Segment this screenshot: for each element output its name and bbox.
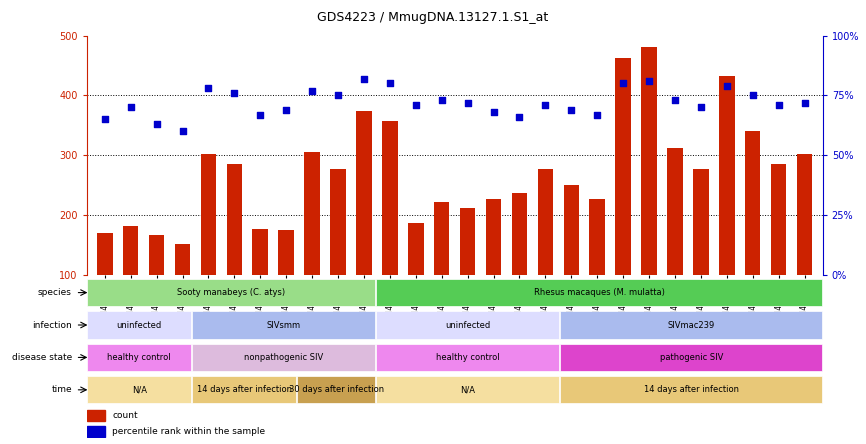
Bar	[123, 226, 139, 335]
Bar	[87, 376, 191, 404]
Text: GDS4223 / MmugDNA.13127.1.S1_at: GDS4223 / MmugDNA.13127.1.S1_at	[317, 11, 549, 24]
Bar	[719, 75, 734, 335]
Bar	[560, 311, 822, 339]
Text: nonpathogenic SIV: nonpathogenic SIV	[244, 353, 323, 362]
Bar	[97, 234, 113, 335]
Bar	[560, 344, 822, 371]
Point	[383, 80, 397, 87]
Bar	[377, 344, 559, 371]
Point	[565, 106, 578, 113]
Point	[409, 102, 423, 109]
Bar	[797, 154, 812, 335]
Bar	[87, 311, 191, 339]
Point	[461, 99, 475, 106]
Point	[279, 106, 293, 113]
Text: infection: infection	[32, 321, 72, 329]
Point	[124, 104, 138, 111]
Point	[720, 82, 734, 89]
Point	[305, 87, 319, 94]
Text: uninfected: uninfected	[117, 321, 162, 329]
Text: Sooty manabeys (C. atys): Sooty manabeys (C. atys)	[178, 288, 285, 297]
Text: species: species	[38, 288, 72, 297]
Bar	[175, 244, 191, 335]
Text: N/A: N/A	[132, 385, 146, 394]
Bar	[460, 208, 475, 335]
Bar	[149, 234, 165, 335]
Bar	[87, 410, 105, 421]
Point	[331, 92, 345, 99]
Bar	[87, 344, 191, 371]
Bar	[512, 193, 527, 335]
Bar	[745, 131, 760, 335]
Point	[228, 90, 242, 97]
Bar	[304, 152, 320, 335]
Point	[487, 109, 501, 116]
Bar	[192, 344, 375, 371]
Point	[176, 128, 190, 135]
Bar	[486, 198, 501, 335]
Bar	[227, 164, 242, 335]
Bar	[330, 169, 346, 335]
Point	[694, 104, 708, 111]
Text: 14 days after infection: 14 days after infection	[643, 385, 739, 394]
Bar	[382, 121, 397, 335]
Bar	[297, 376, 375, 404]
Bar	[408, 222, 423, 335]
Text: disease state: disease state	[11, 353, 72, 362]
Bar	[771, 164, 786, 335]
Text: Rhesus macaques (M. mulatta): Rhesus macaques (M. mulatta)	[533, 288, 665, 297]
Text: 30 days after infection: 30 days after infection	[288, 385, 384, 394]
Point	[798, 99, 811, 106]
Point	[591, 111, 604, 118]
Bar	[564, 186, 579, 335]
Point	[772, 102, 785, 109]
Bar	[87, 426, 105, 437]
Text: N/A: N/A	[461, 385, 475, 394]
Point	[746, 92, 759, 99]
Text: SIVmac239: SIVmac239	[668, 321, 714, 329]
Text: pathogenic SIV: pathogenic SIV	[660, 353, 723, 362]
Text: time: time	[51, 385, 72, 394]
Point	[642, 78, 656, 85]
Bar	[641, 47, 656, 335]
Point	[150, 121, 164, 128]
Bar	[377, 311, 559, 339]
Bar	[192, 311, 375, 339]
Text: SIVsmm: SIVsmm	[267, 321, 301, 329]
Bar	[616, 58, 631, 335]
Bar	[590, 198, 605, 335]
Bar	[201, 154, 216, 335]
Bar	[538, 169, 553, 335]
Bar	[560, 376, 822, 404]
Bar	[377, 376, 559, 404]
Text: 14 days after infection: 14 days after infection	[197, 385, 292, 394]
Point	[513, 114, 527, 121]
Point	[435, 97, 449, 104]
Text: uninfected: uninfected	[445, 321, 490, 329]
Bar	[253, 229, 268, 335]
Bar	[667, 148, 682, 335]
Point	[98, 116, 112, 123]
Bar	[87, 279, 375, 306]
Point	[539, 102, 553, 109]
Point	[668, 97, 682, 104]
Point	[357, 75, 371, 82]
Point	[254, 111, 268, 118]
Bar	[192, 376, 296, 404]
Point	[617, 80, 630, 87]
Point	[202, 85, 216, 92]
Text: healthy control: healthy control	[107, 353, 171, 362]
Text: percentile rank within the sample: percentile rank within the sample	[113, 427, 266, 436]
Bar	[377, 279, 822, 306]
Bar	[278, 230, 294, 335]
Text: count: count	[113, 411, 138, 420]
Bar	[356, 111, 372, 335]
Bar	[434, 202, 449, 335]
Bar	[693, 169, 708, 335]
Text: healthy control: healthy control	[436, 353, 500, 362]
